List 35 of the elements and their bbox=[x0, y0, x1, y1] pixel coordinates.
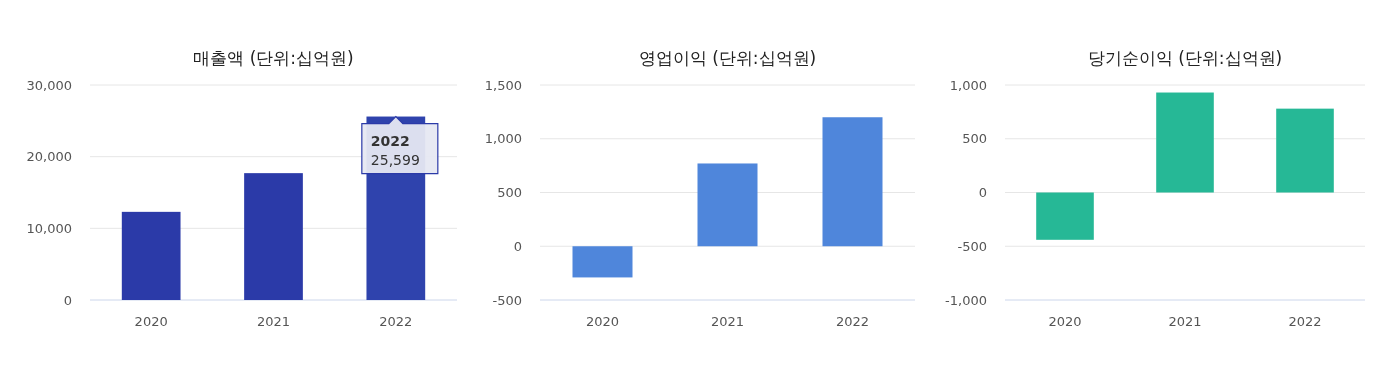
y-tick-label: 500 bbox=[497, 185, 522, 200]
y-tick-label: 1,000 bbox=[949, 77, 987, 93]
annotation: 2022 25,599 bbox=[370, 132, 420, 168]
y-tick-label: 0 bbox=[978, 185, 987, 200]
bar bbox=[1156, 92, 1214, 193]
y-tick-label: -500 bbox=[957, 238, 987, 254]
bar bbox=[121, 211, 181, 300]
bar bbox=[1276, 108, 1334, 193]
x-tick-label: 2020 bbox=[1048, 314, 1082, 329]
y-tick-label: 1,500 bbox=[484, 77, 522, 93]
y-tick-label: 0 bbox=[63, 292, 72, 308]
y-tick-label: 500 bbox=[962, 131, 987, 147]
chart-title: 매출액 (단위:십억원) bbox=[193, 48, 354, 68]
y-tick-label: -500 bbox=[492, 292, 522, 308]
x-tick-label: 2022 bbox=[379, 314, 413, 329]
chart-title: 영업이익 (단위:십억원) bbox=[638, 48, 817, 68]
x-tick-label: 2020 bbox=[134, 314, 168, 329]
chart-title: 당기순이익 (단위:십억원) bbox=[1087, 48, 1283, 68]
bar bbox=[822, 117, 883, 247]
y-tick-label: 0 bbox=[513, 238, 522, 254]
x-tick-label: 2021 bbox=[256, 314, 291, 329]
bar bbox=[1036, 192, 1094, 240]
y-tick-label: -1,000 bbox=[945, 292, 987, 308]
y-tick-label: 10,000 bbox=[26, 220, 72, 236]
y-tick-label: 30,000 bbox=[26, 77, 72, 93]
y-tick-label: 20,000 bbox=[26, 149, 72, 165]
bar bbox=[244, 173, 303, 300]
bar bbox=[697, 163, 758, 247]
x-tick-label: 2022 bbox=[1288, 314, 1322, 329]
y-tick-label: 1,000 bbox=[484, 131, 522, 147]
x-tick-label: 2021 bbox=[710, 314, 745, 329]
x-tick-label: 2021 bbox=[1168, 314, 1202, 329]
bar bbox=[572, 246, 633, 278]
x-tick-label: 2020 bbox=[585, 314, 620, 329]
x-tick-label: 2022 bbox=[835, 314, 870, 329]
